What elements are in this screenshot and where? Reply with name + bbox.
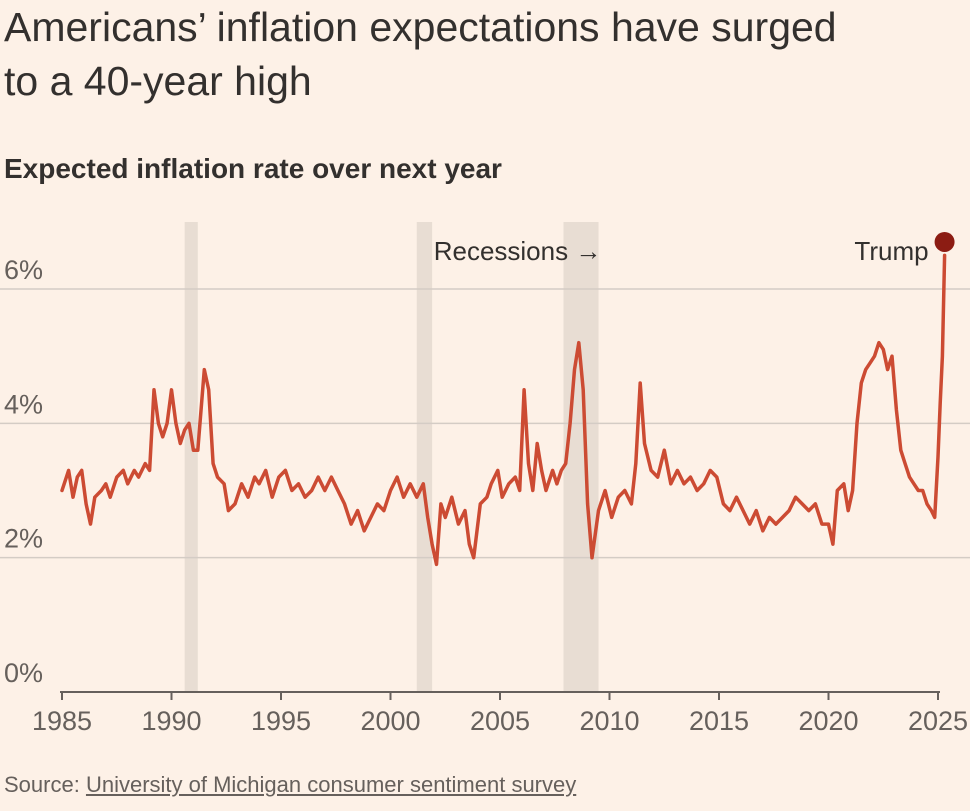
- y-tick-label: 4%: [4, 389, 43, 419]
- x-tick-label: 2010: [579, 706, 639, 736]
- x-tick-label: 2015: [689, 706, 749, 736]
- source-link[interactable]: University of Michigan consumer sentimen…: [85, 772, 577, 797]
- x-axis: [60, 691, 940, 700]
- y-tick-label: 6%: [4, 255, 43, 285]
- recession-band-2: [416, 222, 433, 692]
- x-tick-label: 2020: [798, 706, 858, 736]
- tick-labels: 0% 2% 4% 6% 1985 1990 1995 2000 2005 2010 2015 2020…: [4, 255, 968, 736]
- source-note: Source: University of Michigan consumer …: [4, 772, 576, 798]
- annotations: Recessions → Trump: [434, 236, 929, 266]
- chart-subtitle: Expected inflation rate over next year: [4, 153, 502, 184]
- recessions-annotation: Recessions →: [434, 236, 602, 266]
- chart-title-line-2: to a 40-year high: [4, 58, 312, 104]
- source-label: Source:: [4, 772, 80, 797]
- y-tick-label: 0%: [4, 658, 43, 688]
- chart-title: Americans’ inflation expectations have s…: [4, 0, 970, 108]
- x-tick-label: 2005: [470, 706, 530, 736]
- gridlines: [0, 288, 970, 559]
- recession-band-1: [184, 222, 198, 692]
- recession-bands: [184, 222, 599, 692]
- series-line-1: [60, 253, 947, 567]
- x-tick-label: 2000: [360, 706, 420, 736]
- y-tick-label: 2%: [4, 524, 43, 554]
- x-tick-label: 1995: [251, 706, 311, 736]
- trump-annotation: Trump: [854, 236, 928, 266]
- x-tick-label: 2025: [908, 706, 968, 736]
- latest-value-marker: [934, 231, 955, 252]
- recession-band-3: [563, 222, 599, 692]
- series-layer: [60, 231, 955, 567]
- x-tick-label: 1985: [32, 706, 92, 736]
- x-tick-label: 1990: [141, 706, 201, 736]
- chart-title-line-1: Americans’ inflation expectations have s…: [4, 4, 837, 50]
